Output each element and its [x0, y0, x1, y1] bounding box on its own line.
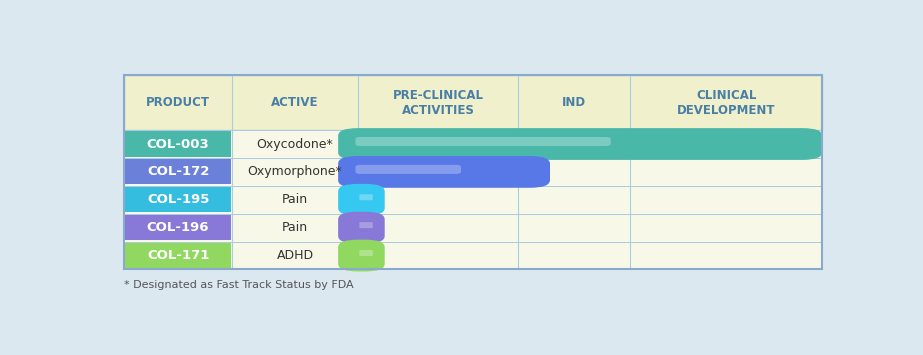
Text: Oxymorphone*: Oxymorphone*	[247, 165, 342, 179]
FancyBboxPatch shape	[355, 137, 611, 146]
FancyBboxPatch shape	[355, 165, 462, 174]
FancyBboxPatch shape	[338, 128, 822, 160]
FancyBboxPatch shape	[124, 244, 232, 256]
FancyBboxPatch shape	[338, 184, 385, 216]
FancyBboxPatch shape	[359, 194, 373, 200]
Text: ADHD: ADHD	[277, 249, 314, 262]
FancyBboxPatch shape	[124, 159, 232, 185]
Text: COL-171: COL-171	[147, 249, 210, 262]
FancyBboxPatch shape	[124, 214, 822, 242]
Text: COL-195: COL-195	[147, 193, 210, 206]
Text: PRODUCT: PRODUCT	[146, 96, 210, 109]
Text: COL-196: COL-196	[147, 221, 210, 234]
FancyBboxPatch shape	[124, 130, 822, 158]
Text: Pain: Pain	[282, 193, 308, 206]
FancyBboxPatch shape	[124, 189, 232, 200]
FancyBboxPatch shape	[359, 250, 373, 256]
FancyBboxPatch shape	[353, 136, 659, 147]
FancyBboxPatch shape	[338, 156, 550, 188]
FancyBboxPatch shape	[348, 215, 382, 240]
FancyBboxPatch shape	[124, 158, 822, 186]
Text: CLINICAL
DEVELOPMENT: CLINICAL DEVELOPMENT	[677, 89, 775, 117]
FancyBboxPatch shape	[124, 217, 232, 228]
FancyBboxPatch shape	[124, 215, 232, 240]
FancyBboxPatch shape	[353, 191, 373, 203]
FancyBboxPatch shape	[338, 240, 385, 272]
FancyBboxPatch shape	[124, 187, 232, 212]
FancyBboxPatch shape	[124, 161, 232, 172]
FancyBboxPatch shape	[124, 186, 822, 214]
FancyBboxPatch shape	[338, 212, 385, 244]
FancyBboxPatch shape	[124, 75, 822, 130]
Text: COL-172: COL-172	[147, 165, 210, 179]
Text: Oxycodone*: Oxycodone*	[257, 137, 333, 151]
Text: ACTIVE: ACTIVE	[271, 96, 318, 109]
FancyBboxPatch shape	[124, 133, 232, 144]
Text: COL-003: COL-003	[147, 137, 210, 151]
FancyBboxPatch shape	[353, 163, 482, 175]
FancyBboxPatch shape	[124, 131, 232, 157]
FancyBboxPatch shape	[359, 222, 373, 228]
Text: Pain: Pain	[282, 221, 308, 234]
FancyBboxPatch shape	[348, 132, 822, 156]
FancyBboxPatch shape	[353, 247, 373, 259]
FancyBboxPatch shape	[348, 188, 382, 212]
FancyBboxPatch shape	[124, 242, 822, 269]
FancyBboxPatch shape	[348, 244, 382, 268]
Text: IND: IND	[562, 96, 586, 109]
Text: PRE-CLINICAL
ACTIVITIES: PRE-CLINICAL ACTIVITIES	[392, 89, 484, 117]
Text: * Designated as Fast Track Status by FDA: * Designated as Fast Track Status by FDA	[124, 280, 354, 290]
FancyBboxPatch shape	[124, 243, 232, 268]
FancyBboxPatch shape	[353, 219, 373, 231]
FancyBboxPatch shape	[348, 160, 550, 184]
